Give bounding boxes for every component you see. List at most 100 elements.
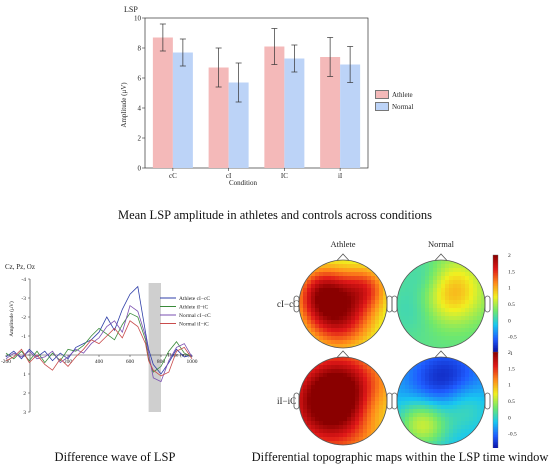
topo-cell xyxy=(319,324,324,329)
topo-cell xyxy=(343,328,348,333)
topo-cell xyxy=(453,409,458,414)
topo-cell xyxy=(465,320,470,325)
topo-cell xyxy=(363,300,368,305)
topo-cell xyxy=(303,433,308,438)
topo-cell xyxy=(371,381,376,386)
topo-cell xyxy=(409,276,414,281)
topo-cell xyxy=(417,397,422,402)
topo-cell xyxy=(457,361,462,366)
topo-cell xyxy=(481,437,485,442)
nose xyxy=(336,350,350,358)
topo-cell xyxy=(379,409,384,414)
topo-cell xyxy=(413,417,418,422)
topo-cell xyxy=(477,409,482,414)
topo-cell xyxy=(473,332,478,337)
topo-cell xyxy=(421,433,426,438)
topo-cell xyxy=(331,405,336,410)
topo-cell xyxy=(315,365,320,370)
topo-cell xyxy=(417,300,422,305)
topo-cell xyxy=(461,417,466,422)
wave-x-axis-label: Time (ms) xyxy=(167,352,190,359)
colorbar-segment xyxy=(493,269,498,272)
colorbar-tick-label: 2 xyxy=(508,253,511,259)
topo-cell xyxy=(327,332,332,337)
topo-cell xyxy=(465,324,470,329)
topo-cell xyxy=(429,381,434,386)
topo-cell xyxy=(347,264,352,269)
topo-cell xyxy=(473,316,478,321)
topo-cell xyxy=(327,296,332,301)
topo-cell xyxy=(383,292,387,297)
topo-cell xyxy=(429,308,434,313)
topo-cell xyxy=(303,385,308,390)
colorbar-segment xyxy=(493,399,498,402)
topo-cell xyxy=(429,312,434,317)
topo-cell xyxy=(315,405,320,410)
topo-cell xyxy=(383,397,387,402)
topo-cell xyxy=(307,284,312,289)
topo-cell xyxy=(469,316,474,321)
topo-cell xyxy=(335,296,340,301)
colorbar-segment xyxy=(493,361,498,364)
topo-cell xyxy=(335,389,340,394)
topo-cell xyxy=(405,324,410,329)
topo-cell xyxy=(371,373,376,378)
topo-cell xyxy=(327,381,332,386)
topo-cell xyxy=(401,369,406,374)
topo-cell xyxy=(465,272,470,277)
topo-cell xyxy=(449,304,454,309)
topo-cell xyxy=(331,260,336,265)
topo-cell xyxy=(421,393,426,398)
topo-cell xyxy=(449,357,454,362)
topo-cell xyxy=(299,272,304,277)
topo-cell xyxy=(445,336,450,341)
topo-cell xyxy=(461,324,466,329)
colorbar-segment xyxy=(493,295,498,298)
topo-cell xyxy=(375,417,380,422)
topo-cell xyxy=(315,381,320,386)
topo-cell xyxy=(437,320,442,325)
topo-cell xyxy=(339,417,344,422)
topo-cell xyxy=(359,264,364,269)
topo-cell xyxy=(413,328,418,333)
topo-cell xyxy=(375,292,380,297)
topo-cell xyxy=(401,300,406,305)
colorbar-segment xyxy=(493,287,498,290)
topo-cell xyxy=(299,280,304,285)
topo-cell xyxy=(343,296,348,301)
topo-cell xyxy=(367,344,372,348)
topo-cell xyxy=(339,361,344,366)
topo-cell xyxy=(315,320,320,325)
topo-cell xyxy=(441,377,446,382)
topo-cell xyxy=(421,296,426,301)
topo-cell xyxy=(425,324,430,329)
topo-cell xyxy=(307,328,312,333)
topo-cell xyxy=(363,441,368,445)
topo-cell xyxy=(437,344,442,348)
topo-cell xyxy=(319,373,324,378)
topo-cell xyxy=(331,340,336,345)
topo-cell xyxy=(339,300,344,305)
topo-cell xyxy=(335,308,340,313)
topo-cell xyxy=(323,296,328,301)
topo-cell xyxy=(469,284,474,289)
topo-cell xyxy=(429,433,434,438)
topo-cell xyxy=(371,340,376,345)
topo-cell xyxy=(433,397,438,402)
topo-cell xyxy=(461,280,466,285)
topo-cell xyxy=(401,441,406,445)
topo-cell xyxy=(445,292,450,297)
topo-cell xyxy=(307,320,312,325)
topo-cell xyxy=(437,361,442,366)
topo-cell xyxy=(311,296,316,301)
wave-y-tick-label: 0 xyxy=(23,353,26,359)
topo-cell xyxy=(359,308,364,313)
topo-cell xyxy=(383,340,387,345)
topo-cell xyxy=(359,320,364,325)
topo-cell xyxy=(383,437,387,442)
topo-cell xyxy=(457,365,462,370)
topo-cell xyxy=(375,264,380,269)
topo-cell xyxy=(433,389,438,394)
topo-cell xyxy=(375,296,380,301)
topo-cell xyxy=(359,272,364,277)
